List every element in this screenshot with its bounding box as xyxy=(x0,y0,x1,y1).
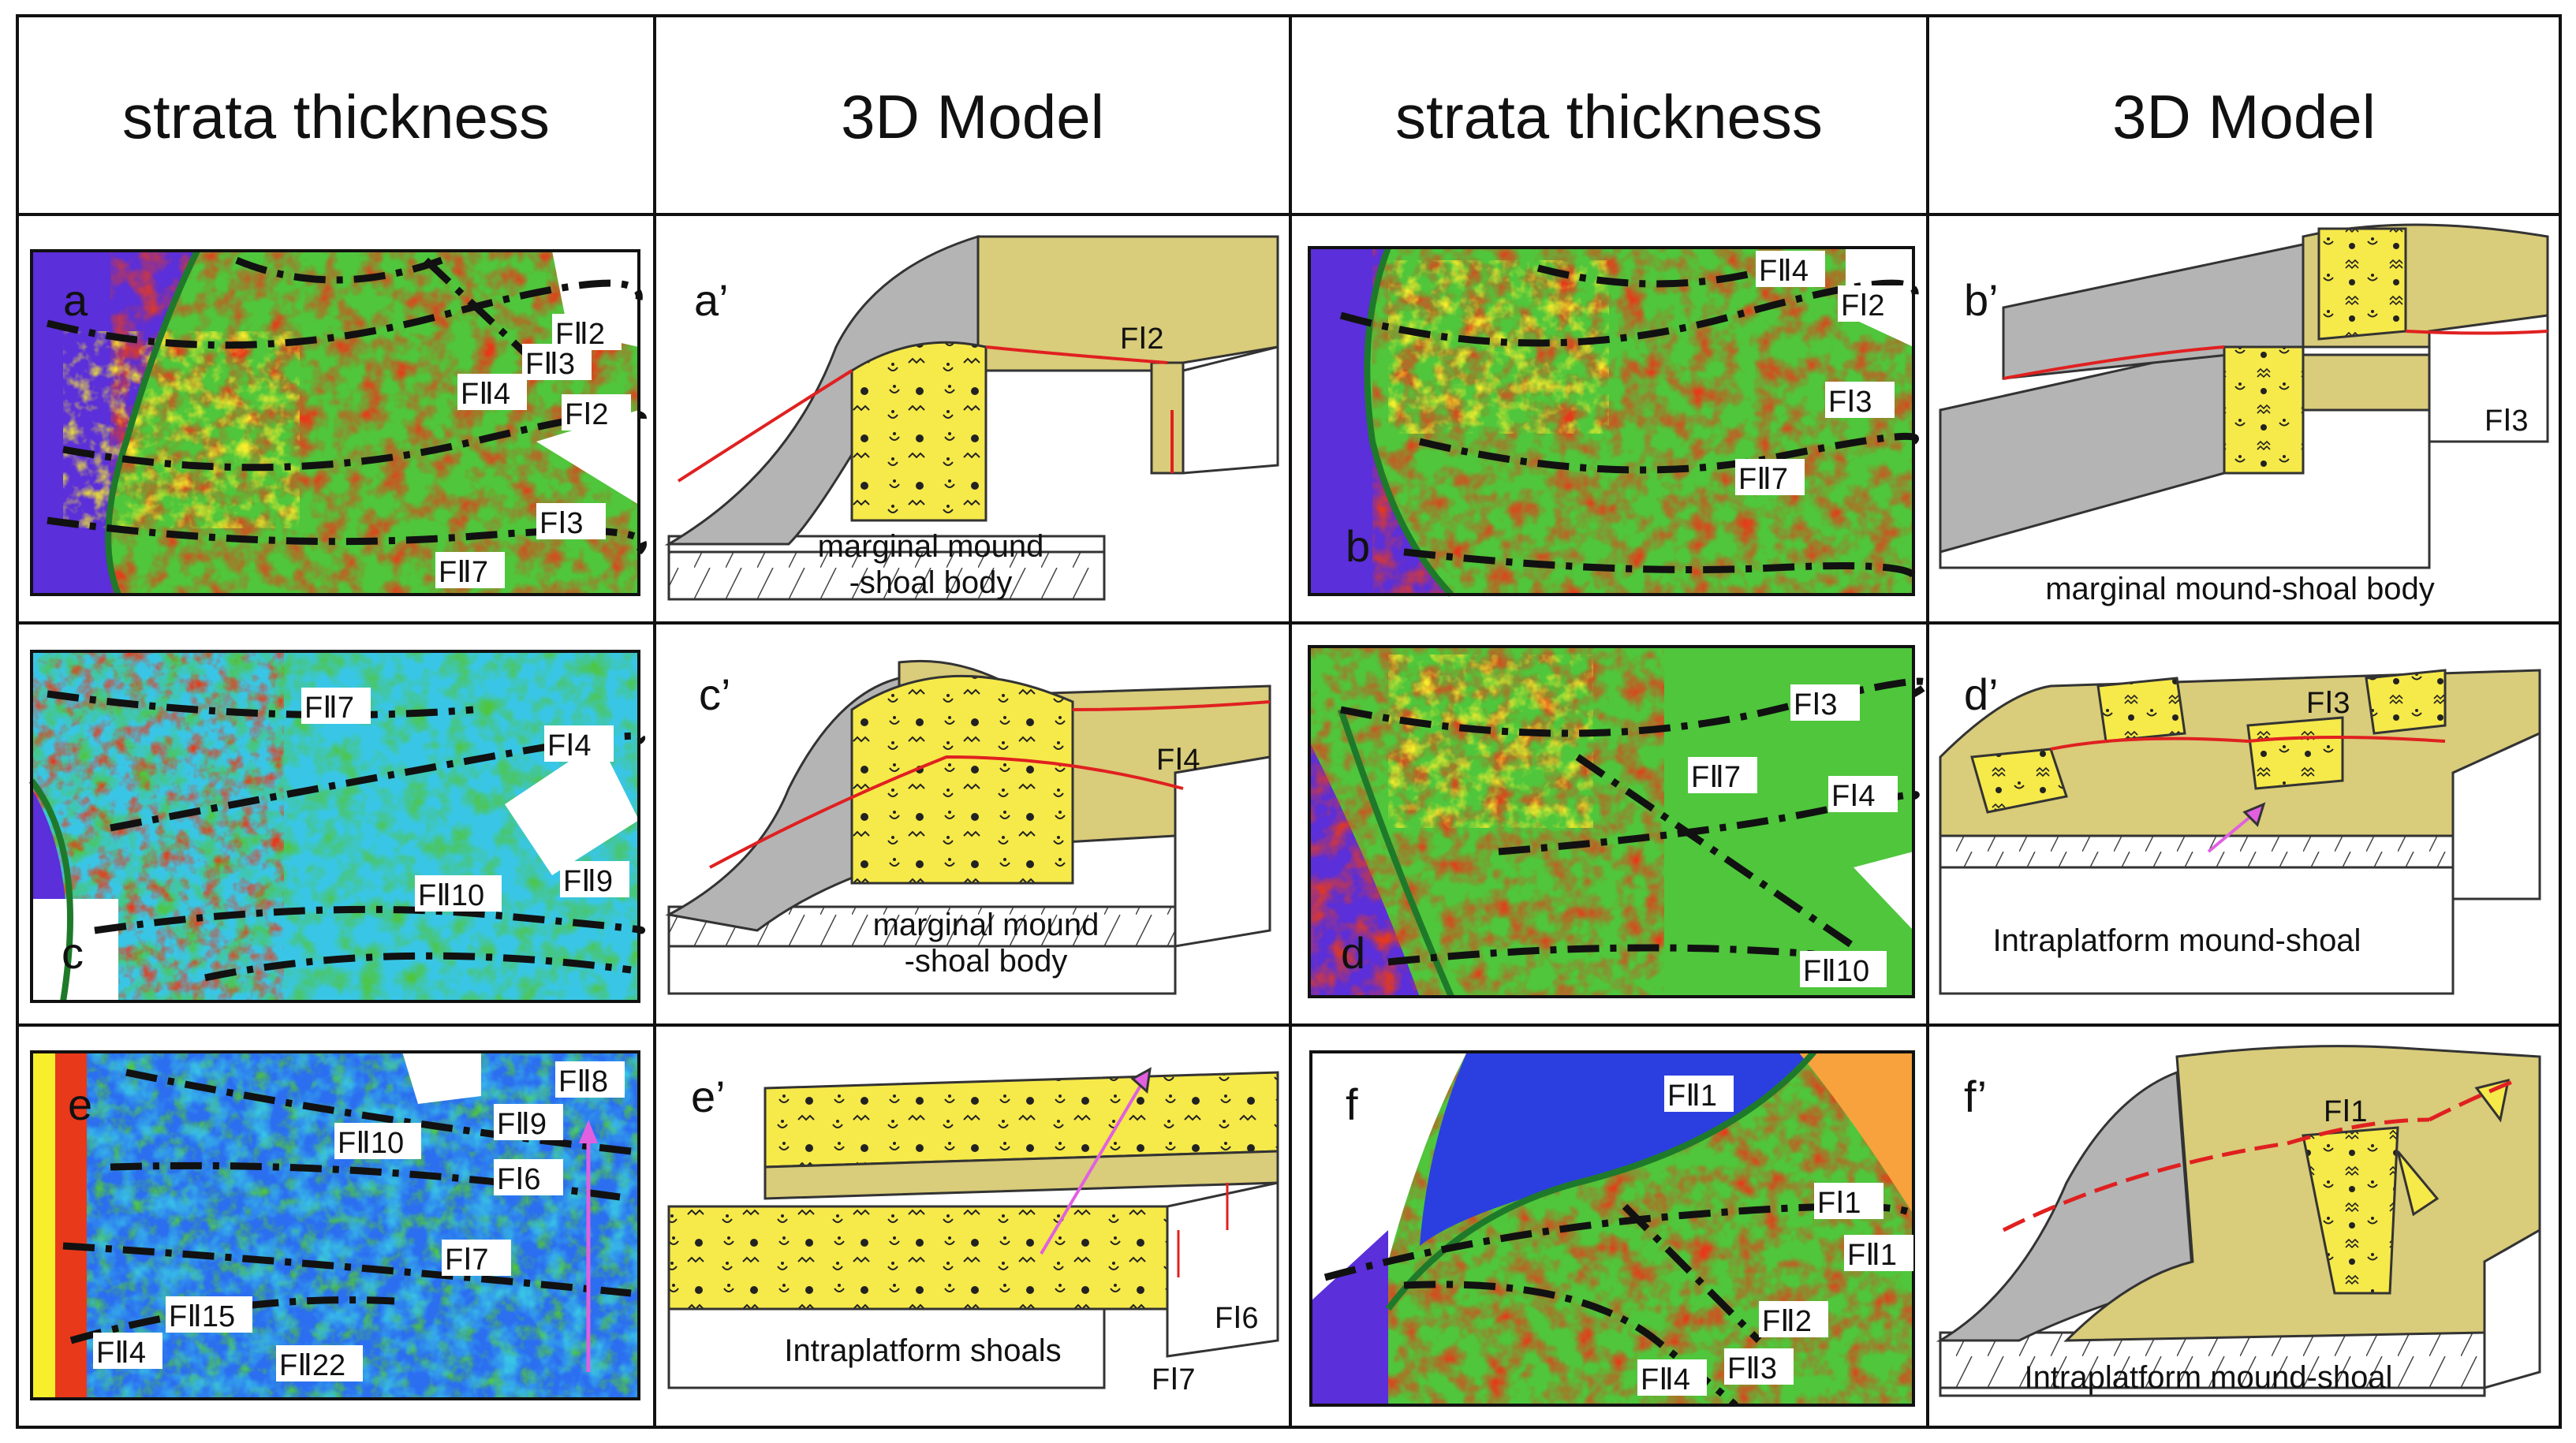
fault-label: FⅠ4 xyxy=(1831,780,1876,813)
block-model-e2 xyxy=(667,1067,1279,1389)
fault-label: FⅠ1 xyxy=(1817,1187,1861,1220)
table-grid xyxy=(16,14,2562,1429)
panel-label-d2: d’ xyxy=(1964,669,1999,719)
caption-d2: Intraplatform mound-shoal xyxy=(1993,923,2361,958)
fault-labels-c: FⅡ7 FⅠ4 FⅡ10 FⅡ9 xyxy=(301,688,629,912)
panel-label-b: b xyxy=(1346,521,1370,571)
caption-e2: Intraplatform shoals xyxy=(784,1333,1061,1368)
fault-label: FⅡ10 xyxy=(418,879,484,912)
thickness-map-b xyxy=(1308,246,1919,597)
fault-label: FⅠ2 xyxy=(1120,323,1164,356)
caption-b2: marginal mound-shoal body xyxy=(2045,572,2435,606)
fault-label: FⅡ10 xyxy=(338,1127,404,1160)
panel-label-a: a xyxy=(63,275,88,325)
caption-a2-line1: marginal mound xyxy=(818,529,1044,564)
fault-label: FⅠ3 xyxy=(1794,688,1838,722)
panel-label-f: f xyxy=(1346,1079,1358,1129)
fault-label: FⅠ7 xyxy=(445,1244,489,1277)
fault-label: FⅡ9 xyxy=(563,865,613,898)
fault-label: FⅡ8 xyxy=(558,1065,608,1098)
thickness-map-d xyxy=(1308,645,1931,998)
fault-label: FⅡ4 xyxy=(1641,1363,1690,1396)
fault-label: FⅡ10 xyxy=(1803,955,1869,988)
fault-labels-d: FⅠ3 FⅡ7 FⅠ4 FⅡ10 xyxy=(1688,684,1898,988)
block-model-f2 xyxy=(1936,1045,2541,1397)
fault-label: FⅡ7 xyxy=(1738,463,1788,496)
fault-label: FⅡ3 xyxy=(1727,1352,1777,1385)
fault-label: FⅡ15 xyxy=(169,1300,235,1333)
fault-label: FⅠ1 xyxy=(2324,1095,2368,1128)
block-model-a2 xyxy=(664,234,1279,601)
fault-label: FⅠ4 xyxy=(547,729,592,763)
fault-label: FⅠ4 xyxy=(1156,744,1200,777)
fault-label: FⅡ2 xyxy=(1762,1305,1812,1338)
caption-f2: Intraplatform mound-shoal xyxy=(2025,1360,2393,1395)
block-model-c2 xyxy=(665,659,1271,995)
fault-label: FⅡ4 xyxy=(1759,255,1809,288)
panel-label-c2: c’ xyxy=(699,669,730,719)
caption-c2-line1: marginal mound xyxy=(873,908,1099,942)
fault-label: FⅡ1 xyxy=(1667,1079,1717,1113)
fault-label: FⅡ4 xyxy=(461,378,510,411)
fault-label: FⅡ7 xyxy=(1691,761,1741,794)
panel-label-d: d xyxy=(1341,928,1365,978)
fault-label: FⅡ1 xyxy=(1847,1239,1897,1272)
thickness-map-f xyxy=(1309,1050,1916,1409)
fault-label: FⅡ7 xyxy=(304,692,354,725)
fault-labels-b: FⅡ4 FⅠ2 FⅠ3 FⅡ7 xyxy=(1735,251,1907,496)
block-model-b2 xyxy=(1939,223,2549,569)
panel-label-a2: a’ xyxy=(694,275,729,325)
fault-label: FⅡ7 xyxy=(439,556,488,589)
fault-label: FⅠ3 xyxy=(2485,405,2529,438)
panel-label-b2: b’ xyxy=(1964,275,1999,325)
panel-label-c: c xyxy=(62,928,84,978)
fault-label: FⅡ9 xyxy=(497,1108,547,1141)
thickness-map-a xyxy=(30,249,647,596)
fault-label: FⅠ7 xyxy=(1152,1363,1196,1396)
header-strata-thickness-1: strata thickness xyxy=(122,82,550,151)
caption-c2-line2: -shoal body xyxy=(905,944,1068,979)
fault-label: FⅠ3 xyxy=(2306,687,2350,720)
fault-label: FⅡ22 xyxy=(279,1349,345,1382)
header-strata-thickness-2: strata thickness xyxy=(1395,82,1823,151)
fault-labels-f: FⅡ1 FⅠ1 FⅡ1 FⅡ2 FⅡ4 FⅡ3 xyxy=(1637,1076,1913,1396)
panel-label-e: e xyxy=(68,1079,92,1129)
fault-label: FⅠ3 xyxy=(539,507,584,540)
panel-label-e2: e’ xyxy=(691,1072,726,1121)
panel-label-f2: f’ xyxy=(1964,1072,1987,1121)
caption-a2-line2: -shoal body xyxy=(849,565,1013,600)
fault-label: FⅡ4 xyxy=(96,1337,146,1370)
fault-labels-e: FⅡ8 FⅡ10 FⅡ9 FⅠ6 FⅠ7 FⅡ15 FⅡ4 FⅡ22 xyxy=(93,1061,625,1382)
fault-labels-a: FⅡ2 FⅡ3 FⅡ4 FⅠ2 FⅠ3 FⅡ7 xyxy=(435,314,631,589)
fault-label: FⅠ6 xyxy=(1215,1302,1259,1335)
fault-label: FⅠ6 xyxy=(497,1163,541,1196)
fault-label: FⅠ2 xyxy=(1841,289,1885,323)
fault-label: FⅡ3 xyxy=(525,348,575,381)
fault-label: FⅠ3 xyxy=(1828,386,1872,419)
fault-label: FⅠ2 xyxy=(565,398,609,431)
header-3d-model-2: 3D Model xyxy=(2112,82,2376,151)
header-3d-model-1: 3D Model xyxy=(841,82,1104,151)
block-model-d2 xyxy=(1939,669,2541,995)
